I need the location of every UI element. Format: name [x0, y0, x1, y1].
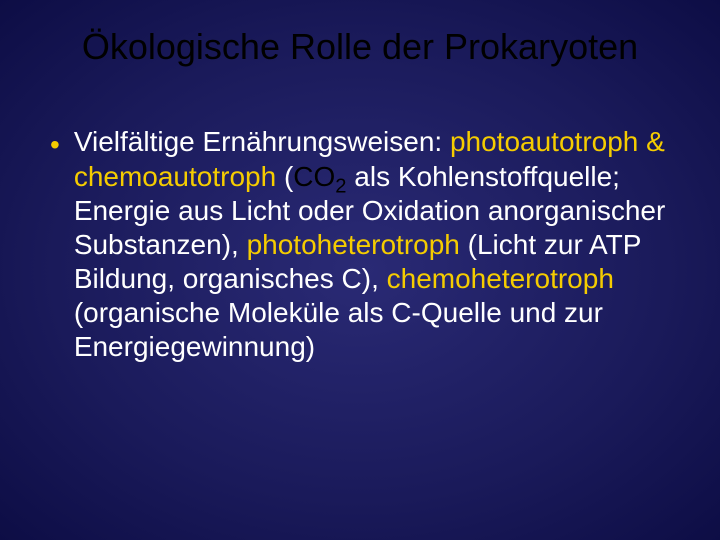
- text-segment: (organische Moleküle als C-Quelle und zu…: [74, 297, 603, 362]
- text-segment: (: [276, 161, 293, 192]
- slide-container: Ökologische Rolle der Prokaryoten • Viel…: [0, 0, 720, 540]
- co2-label: CO: [293, 161, 335, 192]
- highlight-segment: chemoheterotroph: [387, 263, 614, 294]
- bullet-text: Vielfältige Ernährungsweisen: photoautot…: [74, 125, 670, 364]
- bullet-marker: •: [50, 127, 60, 162]
- highlight-segment: photoheterotroph: [247, 229, 460, 260]
- bullet-item: • Vielfältige Ernährungsweisen: photoaut…: [50, 125, 670, 364]
- text-segment: Vielfältige Ernährungsweisen:: [74, 126, 450, 157]
- slide-title: Ökologische Rolle der Prokaryoten: [50, 26, 670, 67]
